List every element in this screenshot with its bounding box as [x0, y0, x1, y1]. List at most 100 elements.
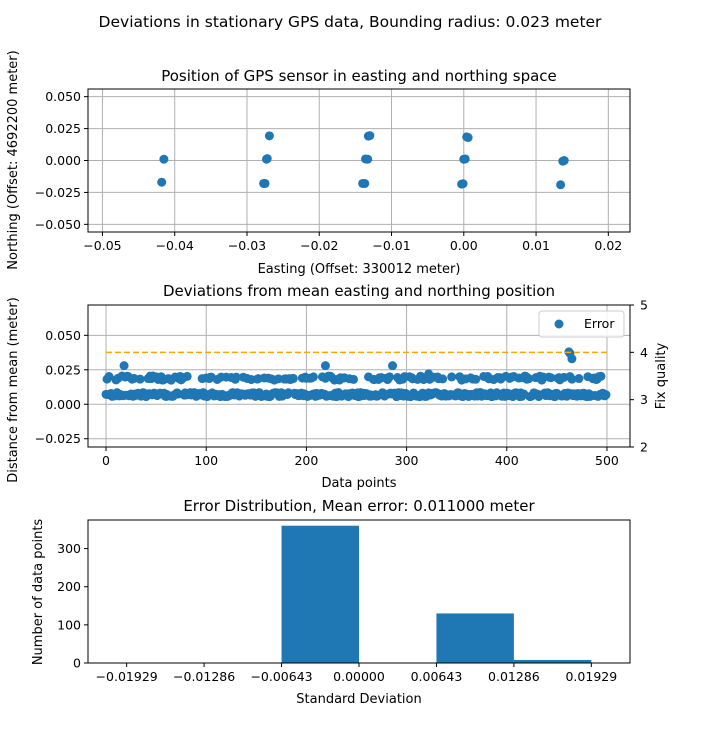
chart2-title: Deviations from mean easting and northin… — [163, 282, 555, 300]
chart1-point — [360, 178, 370, 188]
chart1-x-tick-label: 0.00 — [450, 238, 478, 253]
chart2-legend-box — [538, 310, 625, 338]
chart1-ylabel: Northing (Offset: 4692200 meter) — [6, 50, 21, 269]
chart3-y-tick-label: 100 — [57, 617, 81, 632]
chart2-point — [104, 372, 114, 382]
chart1-y-tick-label: 0.050 — [45, 89, 81, 104]
chart3-xlabel: Standard Deviation — [296, 692, 421, 707]
chart1-x-ticks: −0.05 −0.04 −0.03 −0.02 −0.01 0.00 0.01 0.02 — [83, 232, 622, 253]
chart1-point — [260, 178, 270, 188]
chart3-y-ticks: 0 100 200 300 — [57, 541, 88, 671]
chart3-y-tick-label: 0 — [73, 656, 81, 671]
chart3-x-tick-label: 0.00000 — [333, 669, 385, 684]
chart2-right-y-tick-label: 4 — [640, 345, 648, 360]
chart2-point — [567, 374, 577, 384]
chart3-y-tick-label: 300 — [57, 541, 81, 556]
chart2-right-y-tick-label: 5 — [640, 298, 648, 313]
chart2-ylabel: Distance from mean (meter) — [6, 297, 21, 483]
chart1-point — [463, 133, 473, 143]
chart2-point — [308, 372, 318, 382]
chart2-point — [231, 372, 241, 382]
chart3-x-tick-label: −0.00643 — [250, 669, 312, 684]
chart1-xlabel: Easting (Offset: 330012 meter) — [258, 262, 461, 277]
chart2-right-y-tick-label: 2 — [640, 440, 648, 455]
chart1-grid — [88, 89, 630, 232]
chart2-x-ticks: 0 100 200 300 400 500 — [102, 447, 619, 468]
chart3-x-tick-label: 0.00643 — [411, 669, 463, 684]
chart2-point — [119, 361, 129, 371]
chart2-right-y-ticks: 2 3 4 5 — [630, 298, 648, 455]
figure-suptitle: Deviations in stationary GPS data, Bound… — [99, 13, 603, 31]
chart2-point — [388, 361, 398, 371]
chart1-point — [264, 131, 274, 141]
chart1-y-tick-label: −0.025 — [35, 185, 81, 200]
chart1-x-tick-label: 0.01 — [522, 238, 550, 253]
chart2-legend-marker — [554, 319, 564, 329]
chart2-y-tick-label: 0.025 — [45, 362, 81, 377]
chart3-y-tick-label: 200 — [57, 579, 81, 594]
chart1-point — [458, 179, 468, 189]
chart1-point — [559, 156, 569, 165]
chart2-frame — [87, 304, 631, 448]
chart1-point — [460, 154, 470, 164]
chart1-point — [159, 154, 169, 164]
chart2-x-tick-label: 300 — [395, 453, 419, 468]
chart2-right-y-tick-label: 3 — [640, 392, 648, 407]
chart3-x-tick-label: −0.01929 — [96, 669, 158, 684]
chart2-point — [288, 373, 298, 383]
chart2-legend-label: Error — [584, 316, 615, 331]
chart3-x-tick-label: 0.01929 — [565, 669, 617, 684]
chart3-x-tick-label: −0.01286 — [173, 669, 235, 684]
chart-position-scatter: Position of GPS sensor in easting and no… — [6, 50, 631, 277]
chart1-x-tick-label: −0.02 — [300, 238, 338, 253]
chart1-x-tick-label: −0.01 — [372, 238, 410, 253]
chart1-x-tick-label: 0.02 — [594, 238, 622, 253]
chart2-y-tick-label: 0.050 — [45, 328, 81, 343]
chart2-point — [447, 372, 457, 382]
chart1-x-tick-label: −0.04 — [156, 238, 194, 253]
chart3-title: Error Distribution, Mean error: 0.011000… — [183, 497, 535, 515]
chart1-y-tick-label: −0.050 — [35, 217, 81, 232]
chart2-y-tick-label: 0.000 — [45, 397, 81, 412]
chart2-point — [438, 374, 448, 384]
chart-error-histogram: Error Distribution, Mean error: 0.011000… — [31, 497, 631, 707]
chart2-point — [596, 371, 606, 381]
chart2-x-tick-label: 400 — [495, 453, 519, 468]
chart1-x-tick-label: −0.05 — [83, 238, 121, 253]
chart1-y-tick-label: 0.025 — [45, 121, 81, 136]
chart3-x-tick-label: 0.01286 — [488, 669, 540, 684]
chart2-x-tick-label: 200 — [294, 453, 318, 468]
chart2-points — [101, 347, 611, 402]
chart1-point — [262, 154, 272, 164]
chart2-point — [471, 374, 481, 384]
chart2-x-tick-label: 0 — [102, 453, 110, 468]
chart3-bar — [436, 613, 514, 663]
chart2-xlabel: Data points — [321, 476, 396, 491]
chart2-legend: Error — [538, 310, 625, 338]
chart1-point — [363, 154, 373, 164]
chart2-x-tick-label: 100 — [194, 453, 218, 468]
chart1-point — [556, 180, 566, 190]
chart2-point — [348, 374, 358, 384]
chart2-point — [320, 361, 330, 371]
chart1-point — [157, 177, 167, 187]
chart3-bar — [281, 525, 359, 663]
chart2-point — [135, 374, 145, 384]
chart2-y-ticks: −0.025 0.000 0.025 0.050 — [35, 328, 88, 446]
chart1-x-tick-label: −0.03 — [228, 238, 266, 253]
chart3-x-ticks: −0.01929 −0.01286 −0.00643 0.00000 0.00643 0.… — [96, 663, 617, 684]
chart2-point — [385, 372, 395, 382]
chart1-title: Position of GPS sensor in easting and no… — [161, 67, 557, 85]
chart3-bar — [513, 659, 592, 663]
chart3-bars — [281, 525, 592, 663]
chart1-y-tick-label: 0.000 — [45, 153, 81, 168]
chart2-point — [524, 374, 534, 384]
chart2-point — [567, 354, 577, 364]
chart2-y-tick-label: −0.025 — [35, 431, 81, 446]
chart2-point — [546, 373, 556, 383]
chart3-ylabel: Number of data points — [31, 519, 46, 666]
chart2-point — [424, 369, 434, 379]
chart-deviation-scatter: Deviations from mean easting and northin… — [6, 282, 669, 491]
chart1-y-ticks: −0.050 −0.025 0.000 0.025 0.050 — [35, 89, 88, 232]
chart1-point — [365, 131, 375, 141]
